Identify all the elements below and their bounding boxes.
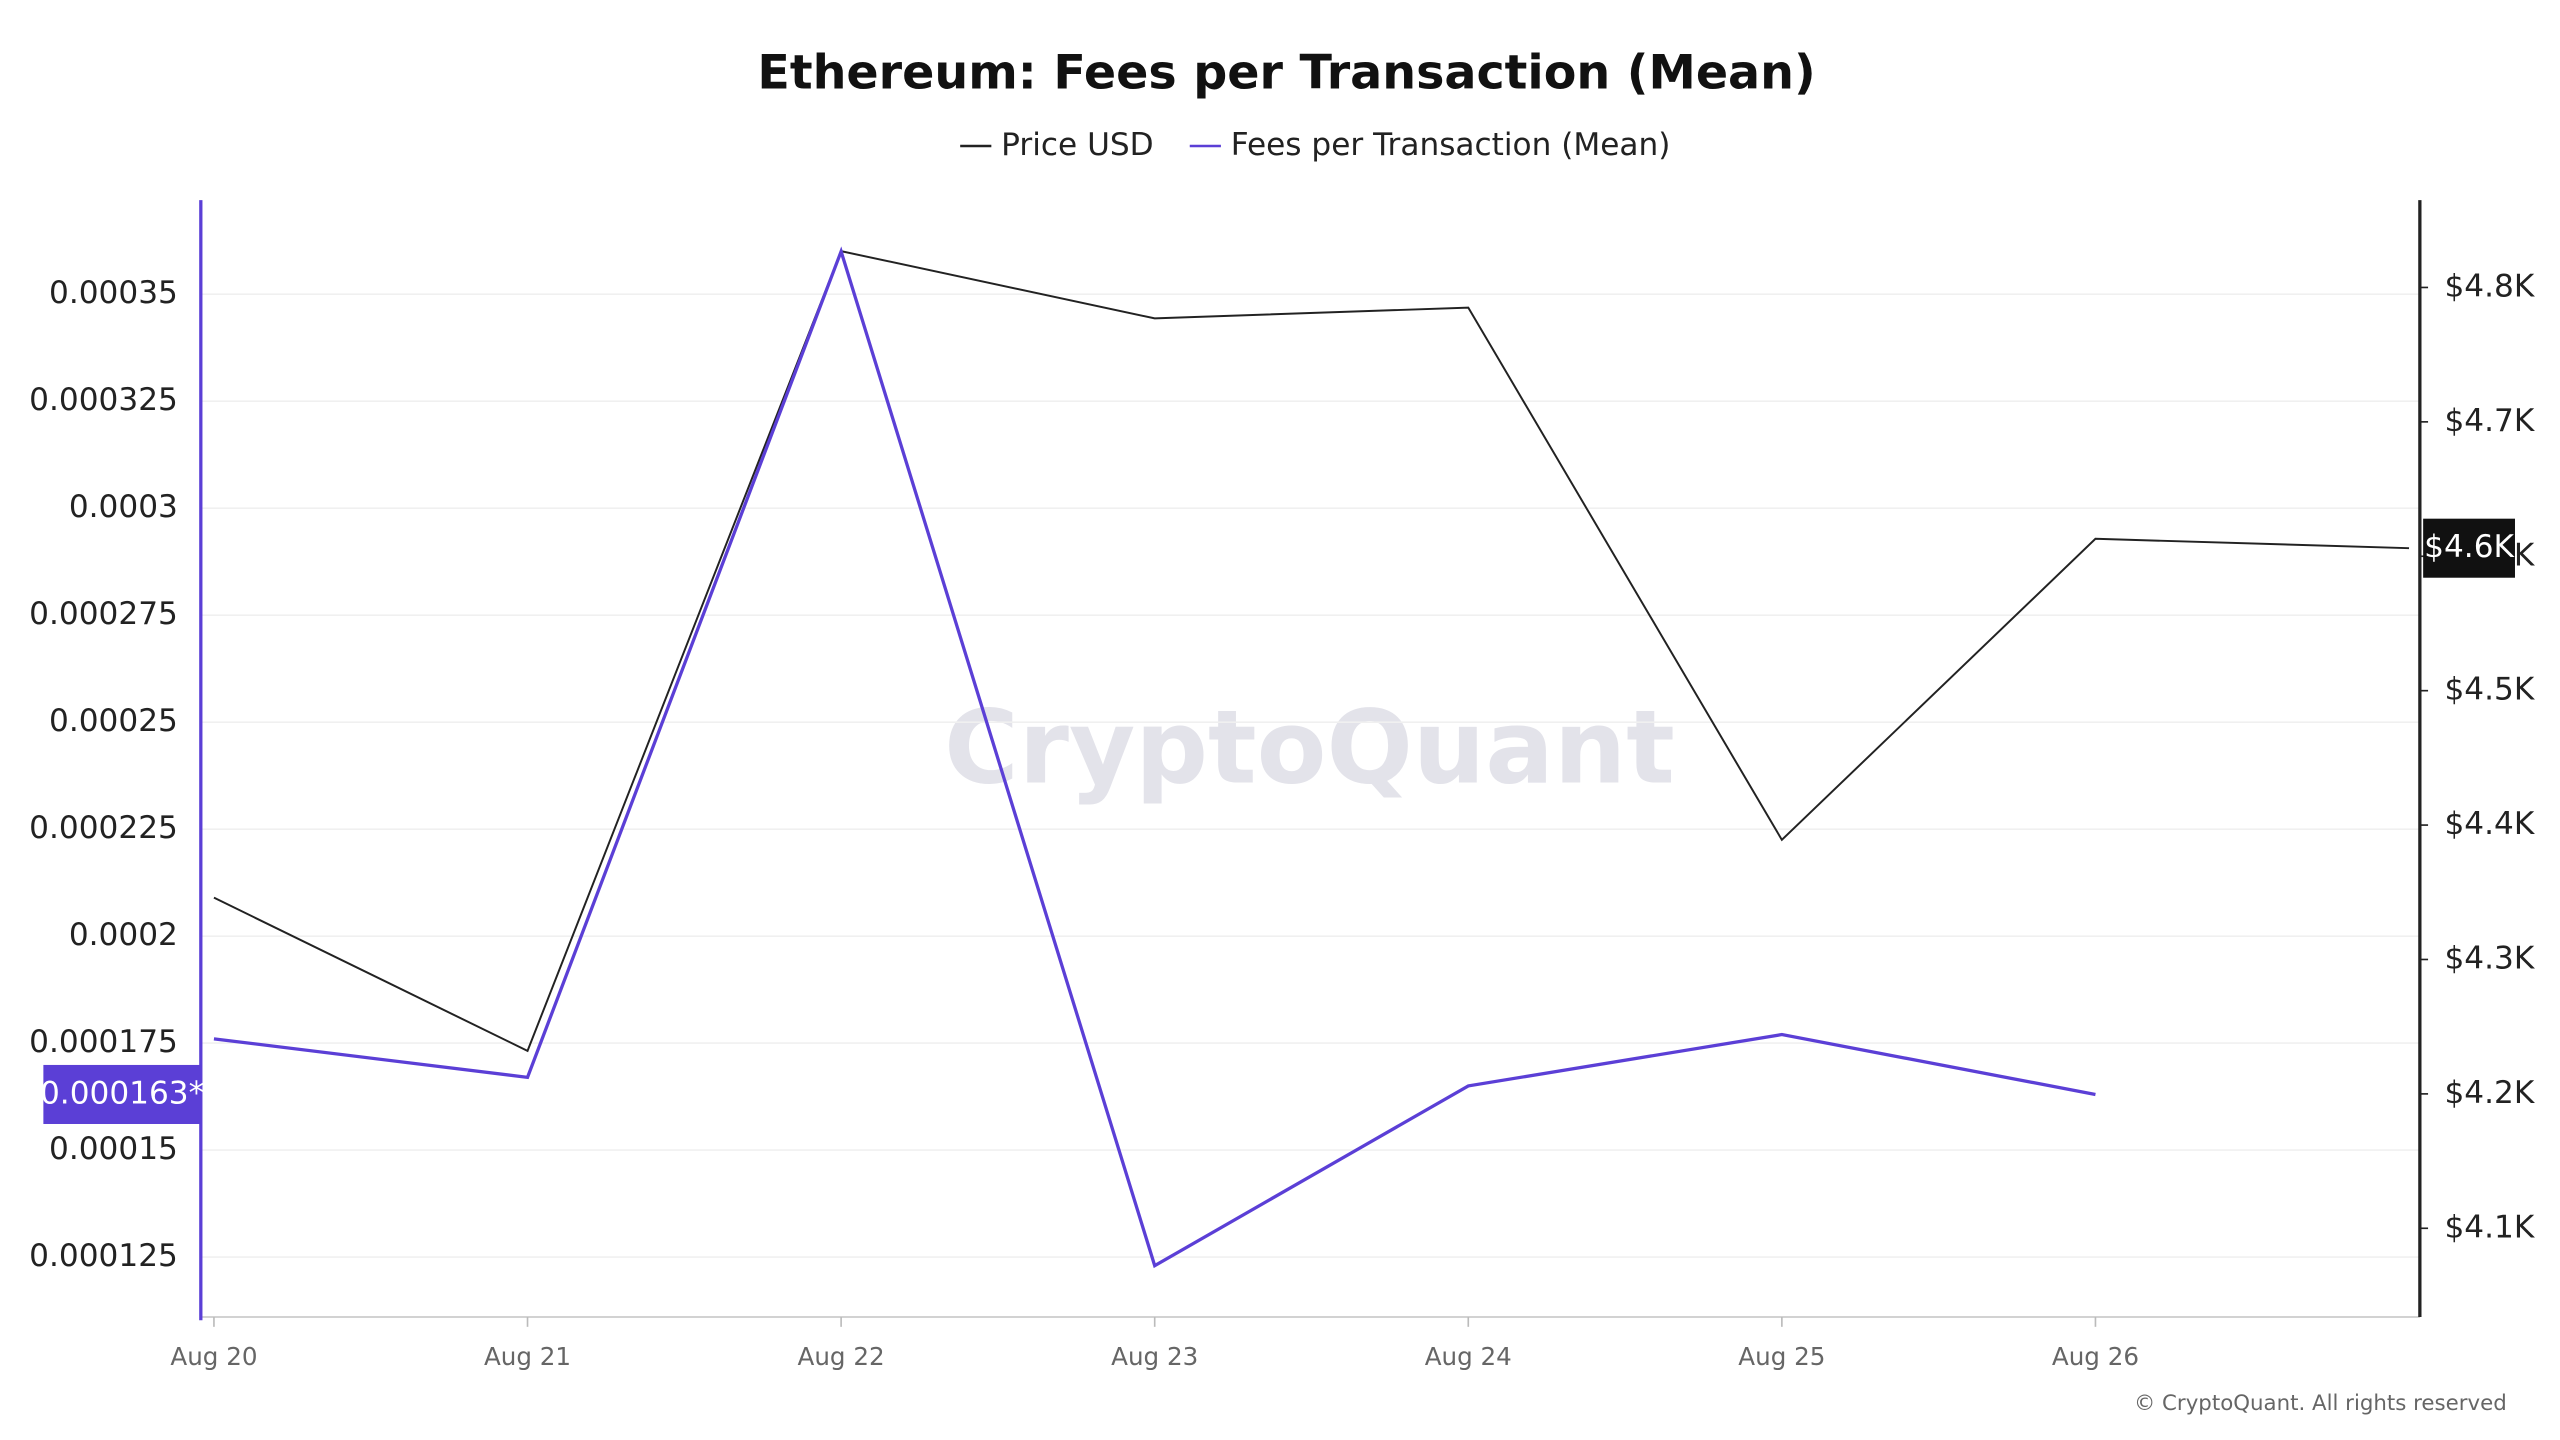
y-tick-label: 0.00035 bbox=[49, 275, 178, 311]
x-tick-label: Aug 23 bbox=[1111, 1342, 1198, 1371]
x-tick-label: Aug 25 bbox=[1738, 1342, 1825, 1371]
series-line bbox=[213, 250, 2410, 1053]
y-tick-label: 0.0002 bbox=[69, 917, 178, 953]
legend-label: Fees per Transaction (Mean) bbox=[1231, 127, 1671, 163]
price-marker-label: $4.6K bbox=[2424, 529, 2515, 565]
y2-tick-label: $4.8K bbox=[2444, 268, 2535, 304]
y2-tick-label: $4.1K bbox=[2444, 1209, 2535, 1245]
price-marker bbox=[2423, 518, 2515, 578]
chart-title: Ethereum: Fees per Transaction (Mean) bbox=[757, 45, 1815, 100]
y-tick-label: 0.000275 bbox=[29, 596, 178, 632]
y-tick-label: 0.000125 bbox=[29, 1238, 178, 1274]
y-tick-label: 0.000325 bbox=[29, 382, 178, 418]
series-line bbox=[213, 246, 2096, 1269]
y-tick-label: 0.000175 bbox=[29, 1024, 178, 1060]
y2-tick-label: $4.4K bbox=[2444, 806, 2535, 842]
x-tick-label: Aug 24 bbox=[1425, 1342, 1512, 1371]
y-tick-label: 0.00025 bbox=[49, 703, 178, 739]
legend: Price USD Fees per Transaction (Mean) bbox=[960, 127, 1670, 163]
x-tick-label: Aug 22 bbox=[798, 1342, 885, 1371]
y2-tick-label: $4.2K bbox=[2444, 1075, 2535, 1111]
fees-marker bbox=[43, 1064, 201, 1124]
y2-tick-label: $4.3K bbox=[2444, 940, 2535, 976]
fees-marker-label: 0.000163* bbox=[40, 1075, 204, 1111]
y-tick-label: 0.00015 bbox=[49, 1131, 178, 1167]
legend-label: Price USD bbox=[1001, 127, 1153, 163]
y-tick-label: 0.000225 bbox=[29, 810, 178, 846]
copyright: © CryptoQuant. All rights reserved bbox=[2134, 1391, 2507, 1416]
y2-tick-label: $4.7K bbox=[2444, 403, 2535, 439]
x-tick-label: Aug 20 bbox=[170, 1342, 257, 1371]
x-tick-label: Aug 26 bbox=[2052, 1342, 2139, 1371]
y-tick-label: 0.0003 bbox=[69, 489, 178, 525]
watermark: CryptoQuant bbox=[944, 688, 1675, 806]
x-tick-label: Aug 21 bbox=[484, 1342, 571, 1371]
y2-tick-label: $4.5K bbox=[2444, 672, 2535, 708]
